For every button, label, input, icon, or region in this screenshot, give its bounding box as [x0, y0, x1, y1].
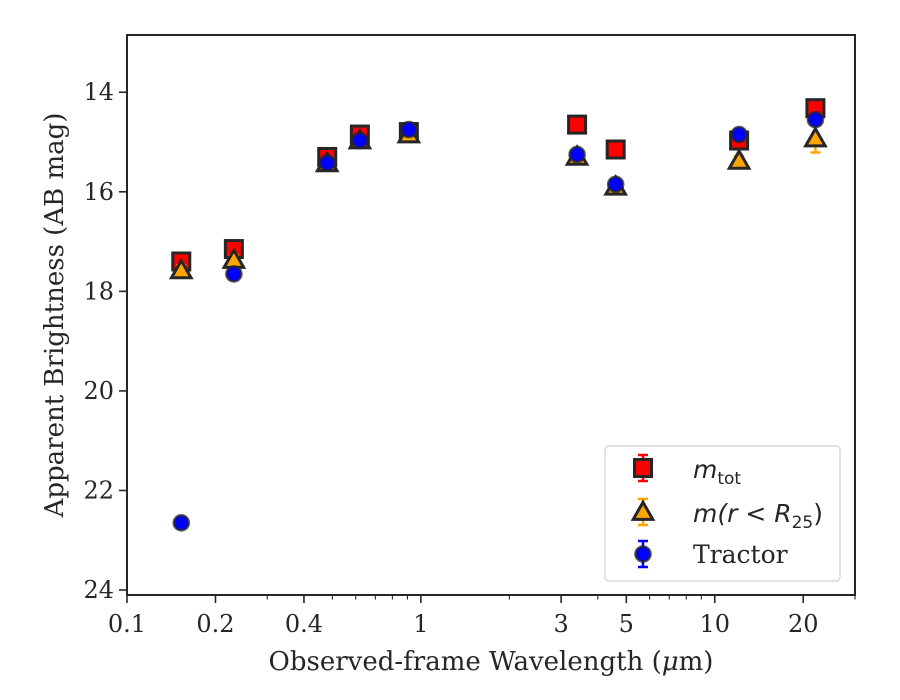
y-tick-label: 22 — [83, 476, 114, 504]
x-axis-label: Observed-frame Wavelength (μm) — [269, 647, 714, 677]
legend-markers — [630, 453, 656, 569]
data-point-mtot — [605, 139, 626, 160]
marker-square — [567, 114, 588, 135]
data-point-tractor — [806, 110, 825, 129]
marker-circle — [606, 175, 625, 194]
data-point-tractor — [606, 175, 625, 194]
data-point-tractor — [225, 265, 243, 283]
marker-circle — [400, 120, 418, 139]
marker-triangle — [726, 148, 752, 170]
data-point-tractor — [568, 145, 586, 164]
legend: mtot m(r < R25) Tractor — [604, 445, 841, 582]
marker-circle — [806, 110, 825, 129]
legend-marker-mtot — [633, 453, 653, 483]
x-tick-label: 20 — [788, 610, 819, 638]
marker-circle — [172, 514, 191, 532]
data-point-tractor — [730, 125, 748, 144]
legend-label-tractor: Tractor — [693, 540, 788, 569]
legend-marker-mr25 — [630, 497, 656, 527]
legend-marker-shape — [634, 545, 652, 563]
marker-circle — [730, 125, 748, 144]
marker-triangle — [168, 257, 194, 280]
marker-circle — [568, 145, 586, 164]
series-tractor — [172, 110, 825, 532]
legend-marker-tractor — [634, 539, 652, 569]
legend-box — [604, 445, 841, 582]
x-tick-label: 10 — [700, 610, 731, 638]
plot-frame — [126, 34, 856, 596]
marker-triangle — [803, 125, 828, 148]
y-axis: 14 16 18 20 22 24 — [83, 78, 127, 604]
x-tick-label: 0.1 — [108, 610, 146, 638]
y-tick-label: 20 — [83, 377, 114, 405]
y-tick-label: 14 — [83, 78, 114, 106]
data-point-tractor — [351, 131, 369, 150]
x-tick-label: 1 — [413, 610, 428, 638]
x-tick-label: 5 — [619, 610, 634, 638]
data-point-tractor — [318, 154, 337, 172]
x-tick-label: 0.2 — [196, 610, 234, 638]
legend-marker-shape — [633, 458, 653, 478]
data-point-mtot — [567, 114, 588, 135]
marker-square — [605, 139, 626, 160]
y-axis-label: Apparent Brightness (AB mag) — [40, 113, 70, 519]
data-point-mr25 — [168, 257, 194, 280]
legend-label-mr25: m(r < R25) — [693, 499, 823, 533]
data-point-mr25 — [726, 148, 752, 170]
y-tick-label: 16 — [83, 178, 114, 206]
marker-circle — [318, 154, 337, 172]
legend-label-mtot: mtot — [693, 455, 741, 489]
x-tick-label: 0.4 — [285, 610, 323, 638]
series-layer — [168, 98, 828, 532]
y-tick-label: 24 — [83, 576, 114, 604]
x-axis: 0.1 0.2 0.4 1 3 5 10 20 — [108, 595, 856, 638]
legend-marker-shape — [630, 499, 656, 521]
marker-circle — [225, 265, 243, 283]
x-tick-label: 3 — [553, 610, 568, 638]
y-tick-label: 18 — [83, 277, 114, 305]
data-point-tractor — [172, 514, 191, 532]
marker-circle — [351, 131, 369, 150]
data-point-tractor — [400, 120, 418, 139]
